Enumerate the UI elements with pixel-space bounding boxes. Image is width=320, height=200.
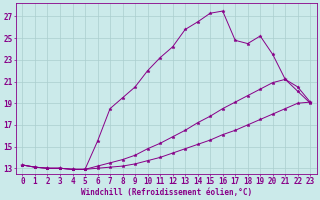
- X-axis label: Windchill (Refroidissement éolien,°C): Windchill (Refroidissement éolien,°C): [81, 188, 252, 197]
